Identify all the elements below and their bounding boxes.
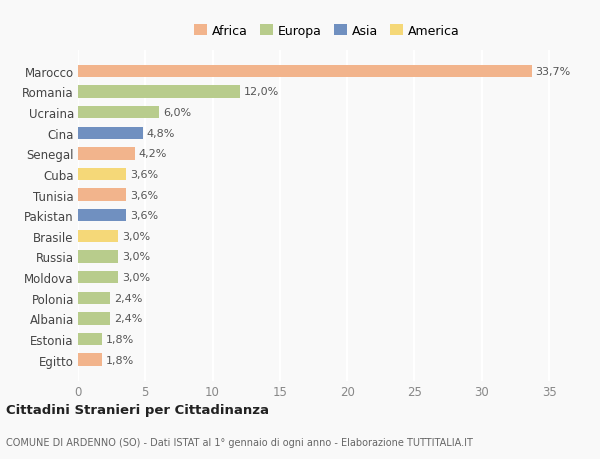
Bar	[78, 210, 127, 222]
Text: 3,6%: 3,6%	[130, 190, 158, 200]
Bar	[78, 271, 118, 284]
Text: COMUNE DI ARDENNO (SO) - Dati ISTAT al 1° gennaio di ogni anno - Elaborazione TU: COMUNE DI ARDENNO (SO) - Dati ISTAT al 1…	[6, 437, 473, 447]
Bar	[78, 251, 118, 263]
Text: 3,6%: 3,6%	[130, 211, 158, 221]
Bar	[78, 106, 159, 119]
Text: 1,8%: 1,8%	[106, 355, 134, 365]
Text: 12,0%: 12,0%	[244, 87, 279, 97]
Text: 2,4%: 2,4%	[115, 293, 143, 303]
Bar	[78, 333, 102, 345]
Legend: Africa, Europa, Asia, America: Africa, Europa, Asia, America	[194, 25, 460, 38]
Text: 4,8%: 4,8%	[146, 129, 175, 139]
Bar	[78, 168, 127, 181]
Text: 33,7%: 33,7%	[536, 67, 571, 77]
Text: Cittadini Stranieri per Cittadinanza: Cittadini Stranieri per Cittadinanza	[6, 403, 269, 416]
Bar	[78, 313, 110, 325]
Text: 4,2%: 4,2%	[139, 149, 167, 159]
Text: 3,0%: 3,0%	[122, 231, 151, 241]
Text: 6,0%: 6,0%	[163, 108, 191, 118]
Bar	[78, 292, 110, 304]
Bar	[78, 86, 239, 98]
Text: 3,0%: 3,0%	[122, 252, 151, 262]
Bar	[78, 230, 118, 242]
Text: 1,8%: 1,8%	[106, 334, 134, 344]
Bar	[78, 189, 127, 202]
Text: 3,0%: 3,0%	[122, 273, 151, 282]
Text: 2,4%: 2,4%	[115, 313, 143, 324]
Bar	[78, 353, 102, 366]
Bar	[78, 66, 532, 78]
Bar	[78, 148, 134, 160]
Bar	[78, 127, 143, 140]
Text: 3,6%: 3,6%	[130, 169, 158, 179]
